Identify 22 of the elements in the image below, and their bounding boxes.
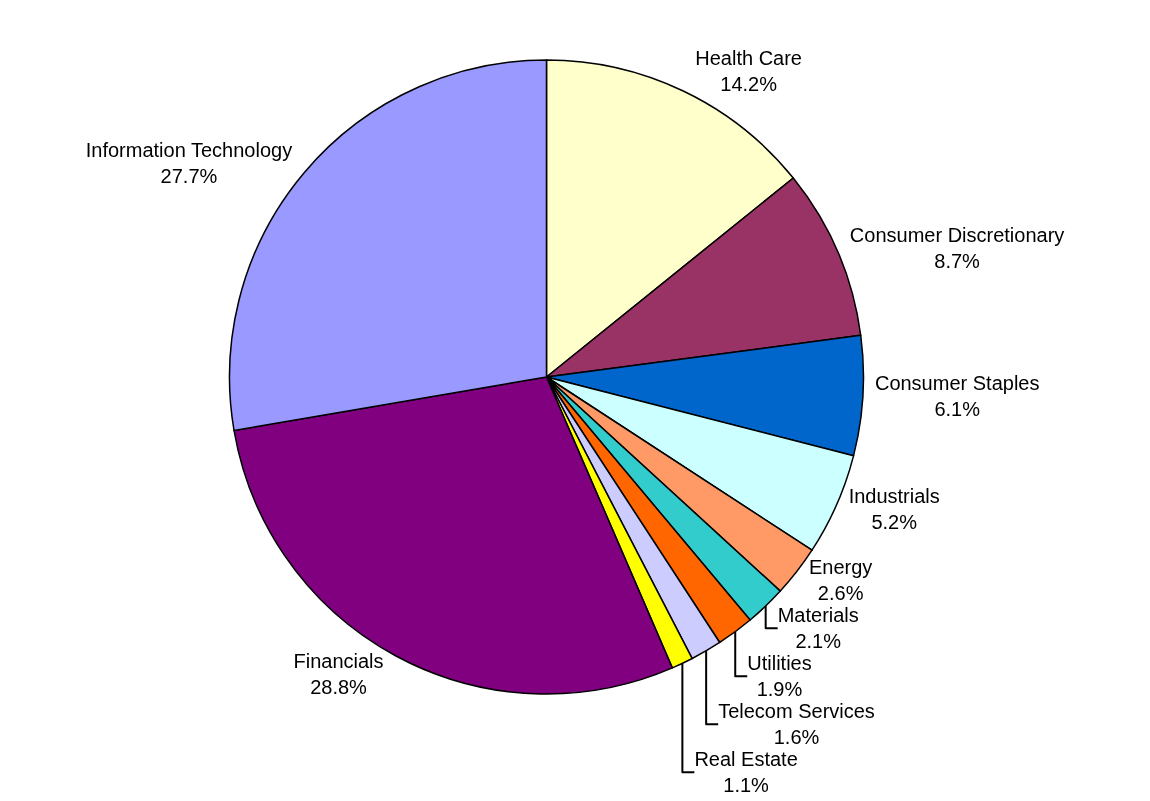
slice-label: Information Technology <box>85 138 293 161</box>
data-label: 27.7% <box>160 164 218 187</box>
slice-label: Consumer Staples <box>874 372 1040 394</box>
slice-label: Real Estate <box>694 748 798 771</box>
data-label: 8.7% <box>934 250 981 273</box>
slice-label: Financials <box>293 650 384 673</box>
slice-label: Health Care <box>695 47 802 70</box>
data-label: 6.1% <box>934 398 981 420</box>
data-label: 14.2% <box>720 73 778 96</box>
slice-label: Consumer Discretionary <box>849 224 1065 247</box>
data-label: 2.6% <box>817 582 864 605</box>
data-label: 1.9% <box>756 678 803 701</box>
data-label: 1.1% <box>723 774 770 797</box>
slice-label: Energy <box>808 556 873 579</box>
data-label: 5.2% <box>871 510 918 533</box>
data-label: 28.8% <box>310 676 368 699</box>
slice-label: Materials <box>777 604 859 627</box>
slice-label: Industrials <box>848 484 940 507</box>
data-label: 2.1% <box>795 630 842 653</box>
slice-label: Utilities <box>747 652 812 675</box>
data-label: 1.6% <box>773 726 820 749</box>
slice-label: Telecom Services <box>718 700 875 723</box>
